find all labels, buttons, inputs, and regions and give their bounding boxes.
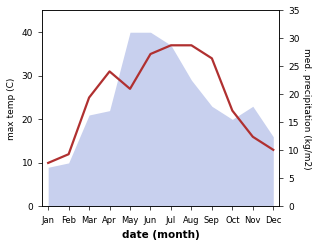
X-axis label: date (month): date (month) <box>122 230 200 240</box>
Y-axis label: med. precipitation (kg/m2): med. precipitation (kg/m2) <box>302 48 311 169</box>
Y-axis label: max temp (C): max temp (C) <box>7 77 16 140</box>
